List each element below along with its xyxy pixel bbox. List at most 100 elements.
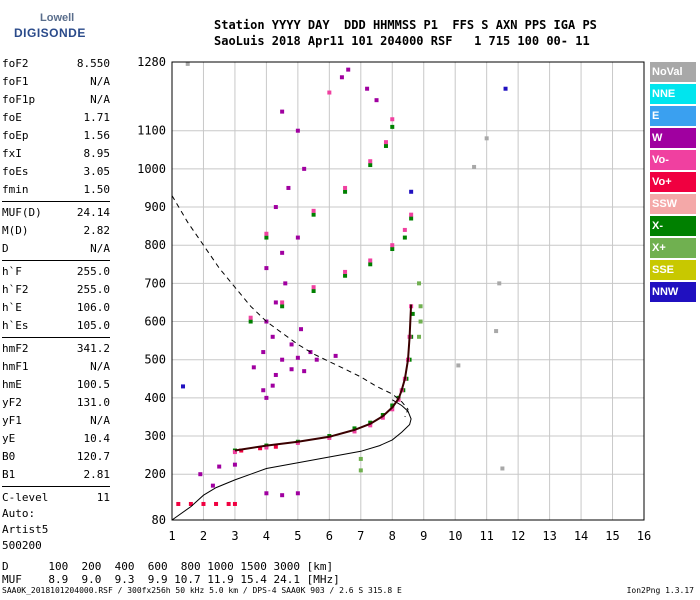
data-point-vo- — [327, 435, 332, 440]
chart-marks — [176, 61, 508, 506]
param-key: fmin — [2, 182, 29, 196]
param-row: MUF(D) 24.14 — [2, 203, 110, 221]
data-point-vo- — [380, 415, 385, 420]
data-point-vo- — [311, 285, 316, 290]
data-point-w — [264, 395, 269, 400]
param-key: B0 — [2, 449, 16, 463]
data-point-w — [273, 300, 278, 305]
param-value: 341.2 — [76, 341, 110, 355]
plot-frame — [171, 61, 645, 521]
param-divider — [2, 201, 110, 202]
logo-brand-line1: Lowell — [40, 12, 75, 24]
x-tick-labels: 1 2 3 4 5 6 7 8 9 10 11 12 13 14 15 16 — [168, 529, 651, 543]
data-point-w — [232, 462, 237, 467]
x-tick-label: 5 — [294, 529, 301, 543]
data-point-w — [302, 166, 307, 171]
y-tick-label: 1100 — [137, 124, 166, 138]
data-point-w — [333, 353, 338, 358]
data-point-x- — [280, 304, 285, 309]
data-point-x- — [418, 319, 423, 324]
param-divider — [2, 486, 110, 487]
auto-line: Artist5 — [2, 523, 49, 536]
param-key: h`F2 — [2, 282, 29, 296]
data-point-w — [280, 250, 285, 255]
data-point-vo- — [273, 444, 278, 449]
y-tick-label: 300 — [144, 429, 166, 443]
footer-file-info: SAA0K_2018101204000.RSF / 300fx256h 50 k… — [2, 586, 402, 595]
param-key: B1 — [2, 467, 16, 481]
param-row: foF1 N/A — [2, 72, 110, 90]
data-point-vo- — [201, 501, 206, 506]
data-point-noval — [500, 466, 505, 471]
y-tick-label: 80 — [152, 513, 166, 527]
data-point-vo- — [232, 450, 237, 455]
data-point-vo- — [311, 208, 316, 213]
data-point-vo- — [176, 501, 181, 506]
param-row: h`Es 105.0 — [2, 316, 110, 334]
data-point-w — [280, 357, 285, 362]
data-point-noval — [497, 281, 502, 286]
data-point-vo- — [239, 448, 244, 453]
data-point-vo- — [383, 140, 388, 145]
legend-item-noval: NoVal — [650, 62, 696, 82]
x-tick-label: 8 — [389, 529, 396, 543]
param-key: D — [2, 241, 9, 255]
data-point-x- — [264, 235, 269, 240]
param-value: 1.56 — [83, 128, 111, 142]
param-row: yE 10.4 — [2, 429, 110, 447]
param-value: 10.4 — [83, 431, 111, 445]
y-tick-label: 600 — [144, 315, 166, 329]
data-point-x- — [410, 311, 415, 316]
data-point-nnw — [503, 86, 508, 91]
x-tick-label: 6 — [326, 529, 333, 543]
param-value: 255.0 — [76, 282, 110, 296]
data-point-w — [273, 372, 278, 377]
data-point-nnw — [409, 189, 414, 194]
data-point-noval — [456, 363, 461, 368]
y-tick-label: 1280 — [137, 55, 166, 69]
data-point-vo- — [248, 315, 253, 320]
legend-item-nnw: NNW — [650, 282, 696, 302]
x-tick-label: 10 — [448, 529, 462, 543]
muf-value-row: MUF 8.9 9.0 9.3 9.9 10.7 11.9 15.4 24.1 … — [2, 573, 340, 586]
data-point-x- — [368, 262, 373, 267]
param-row: C-level 11 — [2, 488, 110, 506]
param-key: h`Es — [2, 318, 29, 332]
x-tick-label: 4 — [263, 529, 270, 543]
data-point-w — [261, 388, 266, 393]
data-point-w — [339, 75, 344, 80]
legend-item-w: W — [650, 128, 696, 148]
data-point-w — [261, 350, 266, 355]
param-row: foF1p N/A — [2, 90, 110, 108]
legend-item-e: E — [650, 106, 696, 126]
x-tick-label: 2 — [200, 529, 207, 543]
param-row: fxI 8.95 — [2, 144, 110, 162]
data-point-noval — [494, 329, 499, 334]
y-tick-label: 400 — [144, 391, 166, 405]
data-point-w — [217, 464, 222, 469]
param-key: foF1 — [2, 74, 29, 88]
data-point-x- — [343, 273, 348, 278]
param-row: foEs 3.05 — [2, 162, 110, 180]
header-line-1: Station YYYY DAY DDD HHMMSS P1 FFS S AXN… — [214, 18, 597, 32]
param-key: MUF(D) — [2, 205, 42, 219]
legend-item-nne: NNE — [650, 84, 696, 104]
y-tick-label: 700 — [144, 276, 166, 290]
data-point-x- — [418, 304, 423, 309]
data-point-vo- — [402, 227, 407, 232]
parameter-panel: foF2 8.550 foF1 N/A foF1p N/A foE 1.71 foEp 1.56 f… — [2, 54, 110, 554]
data-point-x- — [390, 124, 395, 129]
data-point-vo- — [352, 429, 357, 434]
param-key: foF2 — [2, 56, 29, 70]
data-point-w — [302, 369, 307, 374]
data-point-w — [280, 493, 285, 498]
param-value: 24.14 — [76, 205, 110, 219]
data-point-vo- — [390, 243, 395, 248]
digisonde-logo: Lowell DIGISONDE — [4, 4, 85, 44]
data-point-vo- — [368, 159, 373, 164]
data-point-vo- — [188, 501, 193, 506]
data-point-nnw — [181, 384, 186, 389]
x-tick-label: 7 — [357, 529, 364, 543]
data-point-w — [289, 342, 294, 347]
